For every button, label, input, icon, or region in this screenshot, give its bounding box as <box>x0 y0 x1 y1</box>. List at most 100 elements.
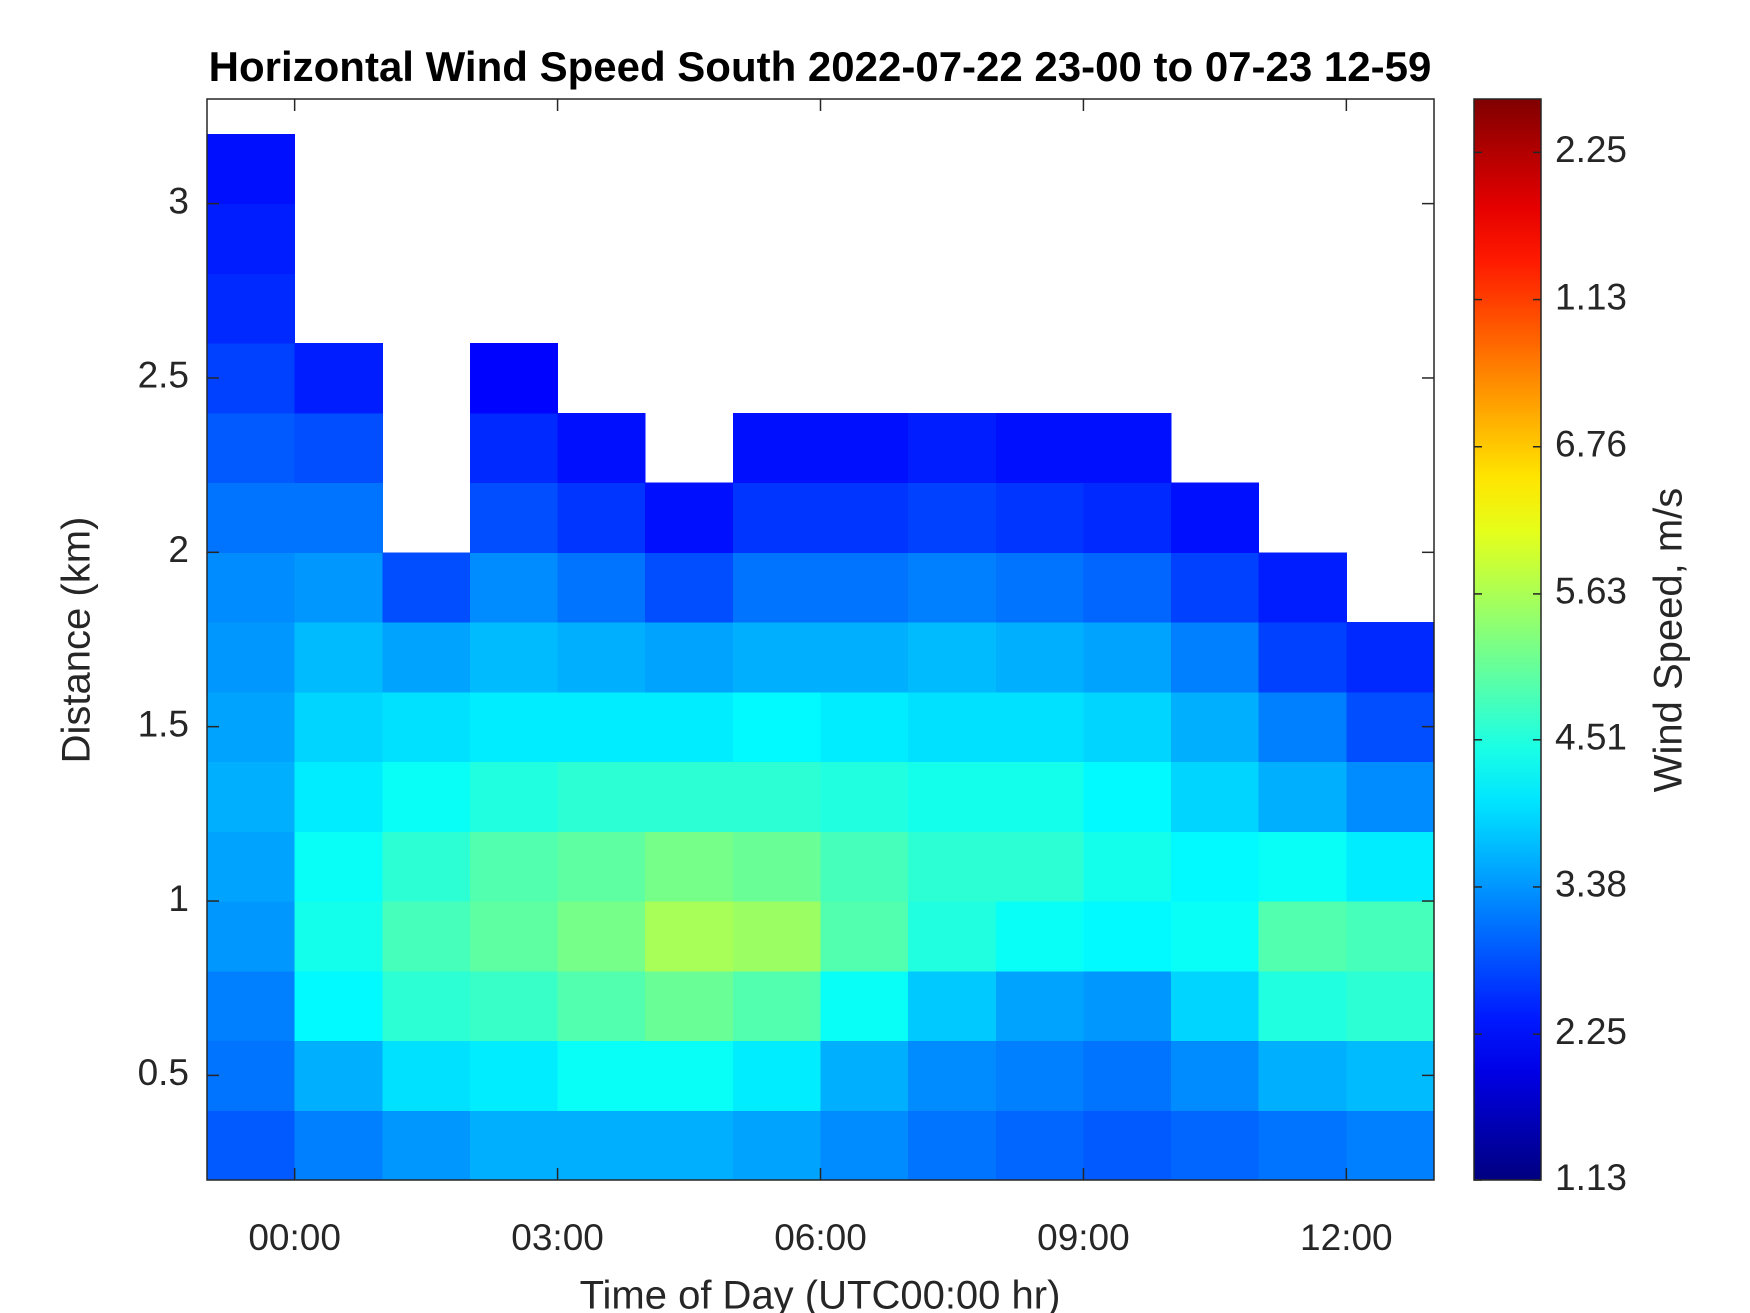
heatmap-cell <box>1083 482 1172 553</box>
heatmap-cell <box>207 831 296 902</box>
heatmap-cell <box>820 761 909 832</box>
heatmap-cell <box>207 343 296 414</box>
heatmap-cell <box>1346 831 1434 902</box>
heatmap-cell <box>1258 761 1347 832</box>
heatmap-cell <box>294 1110 383 1180</box>
heatmap-cell <box>645 1110 734 1180</box>
heatmap-cell <box>995 1040 1084 1111</box>
colorbar-tick-label: 1.13 <box>1555 276 1627 317</box>
heatmap-cell <box>732 412 821 484</box>
heatmap-cell <box>207 691 296 763</box>
heatmap-cell <box>382 1110 471 1180</box>
heatmap-cell <box>1258 901 1347 972</box>
heatmap-cell <box>382 552 471 623</box>
heatmap-cell <box>995 691 1084 763</box>
heatmap-cell <box>908 622 997 693</box>
heatmap-cell <box>1346 761 1434 832</box>
heatmap-cell <box>908 761 997 832</box>
heatmap-cell <box>1171 552 1260 623</box>
heatmap-cell <box>1083 622 1172 693</box>
heatmap-cell <box>294 482 383 553</box>
heatmap-cell <box>469 831 559 902</box>
chart-title: Horizontal Wind Speed South 2022-07-22 2… <box>209 43 1432 90</box>
colorbar-tick-label: 6.76 <box>1555 424 1627 465</box>
heatmap-cell <box>469 970 559 1042</box>
heatmap-cell <box>645 622 734 693</box>
heatmap-cell <box>207 1040 296 1111</box>
heatmap-cell <box>557 622 646 693</box>
heatmap-cell <box>557 482 646 553</box>
heatmap-cell <box>1346 622 1434 693</box>
heatmap <box>207 133 1434 1180</box>
heatmap-cell <box>732 970 821 1042</box>
heatmap-cell <box>1258 1040 1347 1111</box>
heatmap-cell <box>469 1110 559 1180</box>
heatmap-cell <box>469 552 559 623</box>
heatmap-cell <box>1258 831 1347 902</box>
colorbar-tick-label: 2.25 <box>1555 1011 1627 1052</box>
heatmap-cell <box>995 412 1084 484</box>
heatmap-cell <box>1171 901 1260 972</box>
heatmap-cell <box>732 1110 821 1180</box>
heatmap-cell <box>557 691 646 763</box>
y-tick-label: 0.5 <box>138 1052 189 1093</box>
heatmap-cell <box>1171 691 1260 763</box>
heatmap-cell <box>294 691 383 763</box>
heatmap-cell <box>207 1110 296 1180</box>
colorbar-tick-label: 3.38 <box>1555 864 1627 905</box>
heatmap-cell <box>995 901 1084 972</box>
x-axis-label: Time of Day (UTC00:00 hr) <box>580 1274 1061 1313</box>
heatmap-cell <box>908 901 997 972</box>
heatmap-cell <box>820 1040 909 1111</box>
heatmap-cell <box>732 1040 821 1111</box>
heatmap-cell <box>469 761 559 832</box>
heatmap-cell <box>645 901 734 972</box>
heatmap-cell <box>557 552 646 623</box>
y-tick-label: 3 <box>168 180 189 221</box>
heatmap-cell <box>645 552 734 623</box>
heatmap-cell <box>1171 761 1260 832</box>
colorbar-tick-label: 1.13 <box>1555 1157 1627 1198</box>
heatmap-cell <box>1346 1040 1434 1111</box>
heatmap-cell <box>1083 761 1172 832</box>
heatmap-cell <box>382 622 471 693</box>
heatmap-cell <box>732 901 821 972</box>
heatmap-cell <box>1083 1110 1172 1180</box>
heatmap-cell <box>820 412 909 484</box>
colorbar-tick-label: 5.63 <box>1555 571 1627 612</box>
heatmap-cell <box>382 691 471 763</box>
heatmap-cell <box>207 552 296 623</box>
heatmap-cell <box>908 970 997 1042</box>
heatmap-cell <box>294 761 383 832</box>
heatmap-cell <box>732 831 821 902</box>
heatmap-cell <box>1171 1040 1260 1111</box>
heatmap-cell <box>820 831 909 902</box>
heatmap-cell <box>469 482 559 553</box>
heatmap-cell <box>995 831 1084 902</box>
heatmap-cell <box>557 970 646 1042</box>
y-axis-label: Distance (km) <box>55 517 99 764</box>
heatmap-cell <box>645 691 734 763</box>
heatmap-cell <box>908 831 997 902</box>
heatmap-cell <box>995 622 1084 693</box>
heatmap-cell <box>732 761 821 832</box>
heatmap-cell <box>1171 970 1260 1042</box>
heatmap-cell <box>469 1040 559 1111</box>
heatmap-cell <box>645 761 734 832</box>
heatmap-cell <box>469 412 559 484</box>
heatmap-cell <box>1346 691 1434 763</box>
heatmap-cell <box>995 482 1084 553</box>
heatmap-cell <box>294 901 383 972</box>
x-tick-label: 09:00 <box>1037 1217 1130 1258</box>
heatmap-cell <box>1258 1110 1347 1180</box>
heatmap-cell <box>1346 1110 1434 1180</box>
heatmap-cell <box>207 901 296 972</box>
heatmap-cell <box>732 482 821 553</box>
heatmap-cell <box>995 761 1084 832</box>
heatmap-cell <box>1083 970 1172 1042</box>
heatmap-cell <box>207 203 296 274</box>
heatmap-cell <box>469 343 559 414</box>
heatmap-cell <box>820 622 909 693</box>
heatmap-cell <box>820 552 909 623</box>
